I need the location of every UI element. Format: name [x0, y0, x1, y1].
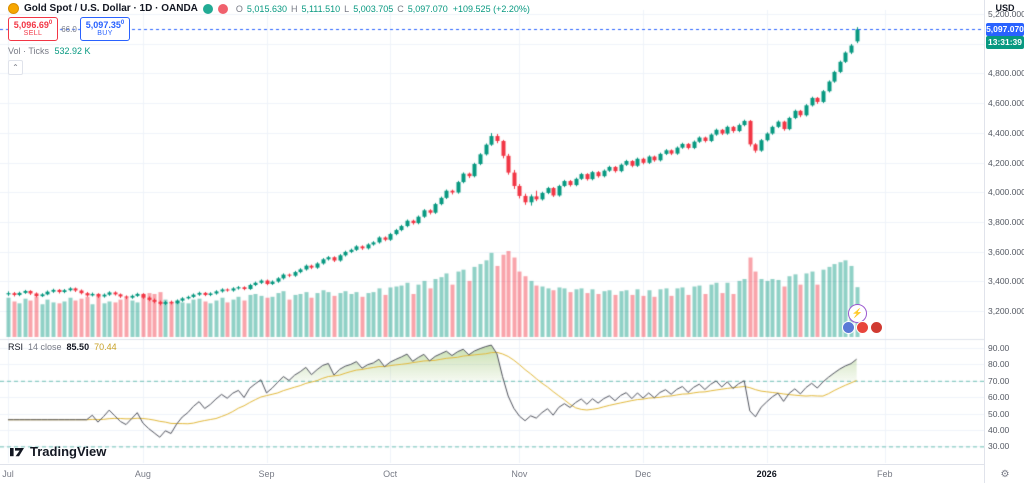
gold-instrument-icon — [8, 3, 19, 14]
rsi-tick-label: 90.00 — [988, 343, 1010, 353]
close-value: 5,097.070 — [407, 3, 448, 14]
gear-icon[interactable]: ⚙ — [1000, 469, 1010, 480]
spread-value: 66.0 — [61, 24, 77, 34]
rsi-tick-label: 70.00 — [988, 375, 1010, 386]
sell-button[interactable]: 5,096.690 SELL — [8, 17, 58, 41]
rsi-legend[interactable]: RSI 14 close 85.50 70.44 — [8, 342, 117, 352]
countdown-badge: 13:31:39 — [986, 36, 1024, 50]
high-value: 5,111.510 — [301, 3, 341, 14]
high-label: H — [290, 3, 298, 14]
price-tick-label: 4,600.000 — [988, 98, 1024, 109]
rsi-tick-label: 80.00 — [988, 359, 1010, 370]
currency-selector[interactable]: USD — [995, 3, 1015, 13]
price-chart-canvas[interactable] — [0, 0, 984, 483]
buy-button[interactable]: 5,097.350 BUY — [80, 17, 130, 41]
price-tick-label: 4,800.000 — [988, 68, 1024, 79]
price-axis[interactable]: USD 5,097.070 13:31:39 ⚙ 5,200.0005,000.… — [984, 0, 1024, 483]
volume-value: 532.92 K — [54, 46, 91, 56]
symbol-title[interactable]: Gold Spot / U.S. Dollar · 1D · OANDA — [24, 3, 198, 14]
volume-label: Vol · Ticks — [8, 46, 50, 56]
time-tick-label: Jul — [2, 469, 14, 479]
time-tick-label: Sep — [258, 469, 275, 479]
symbol-legend: Gold Spot / U.S. Dollar · 1D · OANDA O 5,… — [8, 3, 530, 14]
time-tick-label: Feb — [876, 469, 893, 479]
tradingview-logo[interactable]: TradingView — [10, 444, 106, 459]
time-tick-label: Aug — [134, 469, 151, 479]
rsi-ma-value: 70.44 — [94, 342, 117, 352]
pane-collapse-button[interactable]: ⌃ — [8, 60, 23, 75]
time-tick-label: 2026 — [756, 469, 777, 479]
event-flag-icon[interactable] — [842, 321, 855, 334]
low-label: L — [344, 3, 350, 14]
time-tick-label: Oct — [383, 469, 398, 479]
open-value: 5,015.630 — [246, 3, 287, 14]
event-flag-icon[interactable] — [870, 321, 883, 334]
time-axis[interactable]: Jul Aug Sep Oct Nov Dec 2026 Feb — [0, 464, 984, 483]
rsi-value: 85.50 — [66, 342, 90, 352]
open-label: O — [235, 3, 243, 14]
buy-price-sup: 0 — [120, 19, 125, 26]
rsi-tick-label: 60.00 — [988, 392, 1010, 403]
close-label: C — [397, 3, 404, 14]
sell-price: 5,096.69 — [13, 19, 49, 30]
tradingview-logo-icon — [10, 447, 24, 456]
sell-price-sup: 0 — [48, 19, 53, 26]
price-tick-label: 3,800.000 — [988, 216, 1024, 227]
lightning-icon: ⚡ — [851, 308, 864, 318]
rsi-tick-label: 50.00 — [988, 408, 1010, 419]
change-value: +109.525 (+2.20%) — [452, 3, 530, 14]
price-tick-label: 4,200.000 — [988, 157, 1024, 168]
time-tick-label: Dec — [635, 469, 652, 479]
volume-legend[interactable]: Vol · Ticks 532.92 K — [8, 46, 91, 56]
price-tick-label: 5,200.000 — [988, 9, 1024, 19]
price-tick-label: 3,600.000 — [988, 246, 1024, 257]
sell-label: SELL — [23, 30, 43, 38]
event-badges — [842, 321, 883, 334]
trade-panel: 5,096.690 SELL 66.0 5,097.350 BUY — [8, 17, 130, 41]
rsi-tick-label: 30.00 — [988, 441, 1010, 452]
rsi-params: 14 close — [28, 342, 62, 352]
price-tick-label: 4,000.000 — [988, 187, 1024, 198]
price-badge: 5,097.070 — [986, 23, 1024, 37]
broker-status-icon[interactable] — [202, 3, 213, 14]
buy-label: BUY — [97, 30, 113, 38]
event-flag-icon[interactable] — [856, 321, 869, 334]
buy-price: 5,097.35 — [85, 19, 121, 30]
chevron-up-icon: ⌃ — [12, 63, 19, 72]
rsi-tick-label: 40.00 — [988, 425, 1010, 435]
ohlc-values: O 5,015.630 H 5,111.510 L 5,003.705 C 5,097.… — [236, 4, 448, 14]
price-tick-label: 3,200.000 — [988, 306, 1024, 316]
time-tick-label: Nov — [511, 469, 528, 479]
price-tick-label: 4,400.000 — [988, 127, 1024, 138]
price-tick-label: 3,400.000 — [988, 276, 1024, 287]
rsi-name: RSI — [8, 342, 24, 352]
low-value: 5,003.705 — [353, 3, 394, 14]
tradingview-logo-text: TradingView — [30, 444, 107, 459]
market-status-icon[interactable] — [217, 3, 228, 14]
